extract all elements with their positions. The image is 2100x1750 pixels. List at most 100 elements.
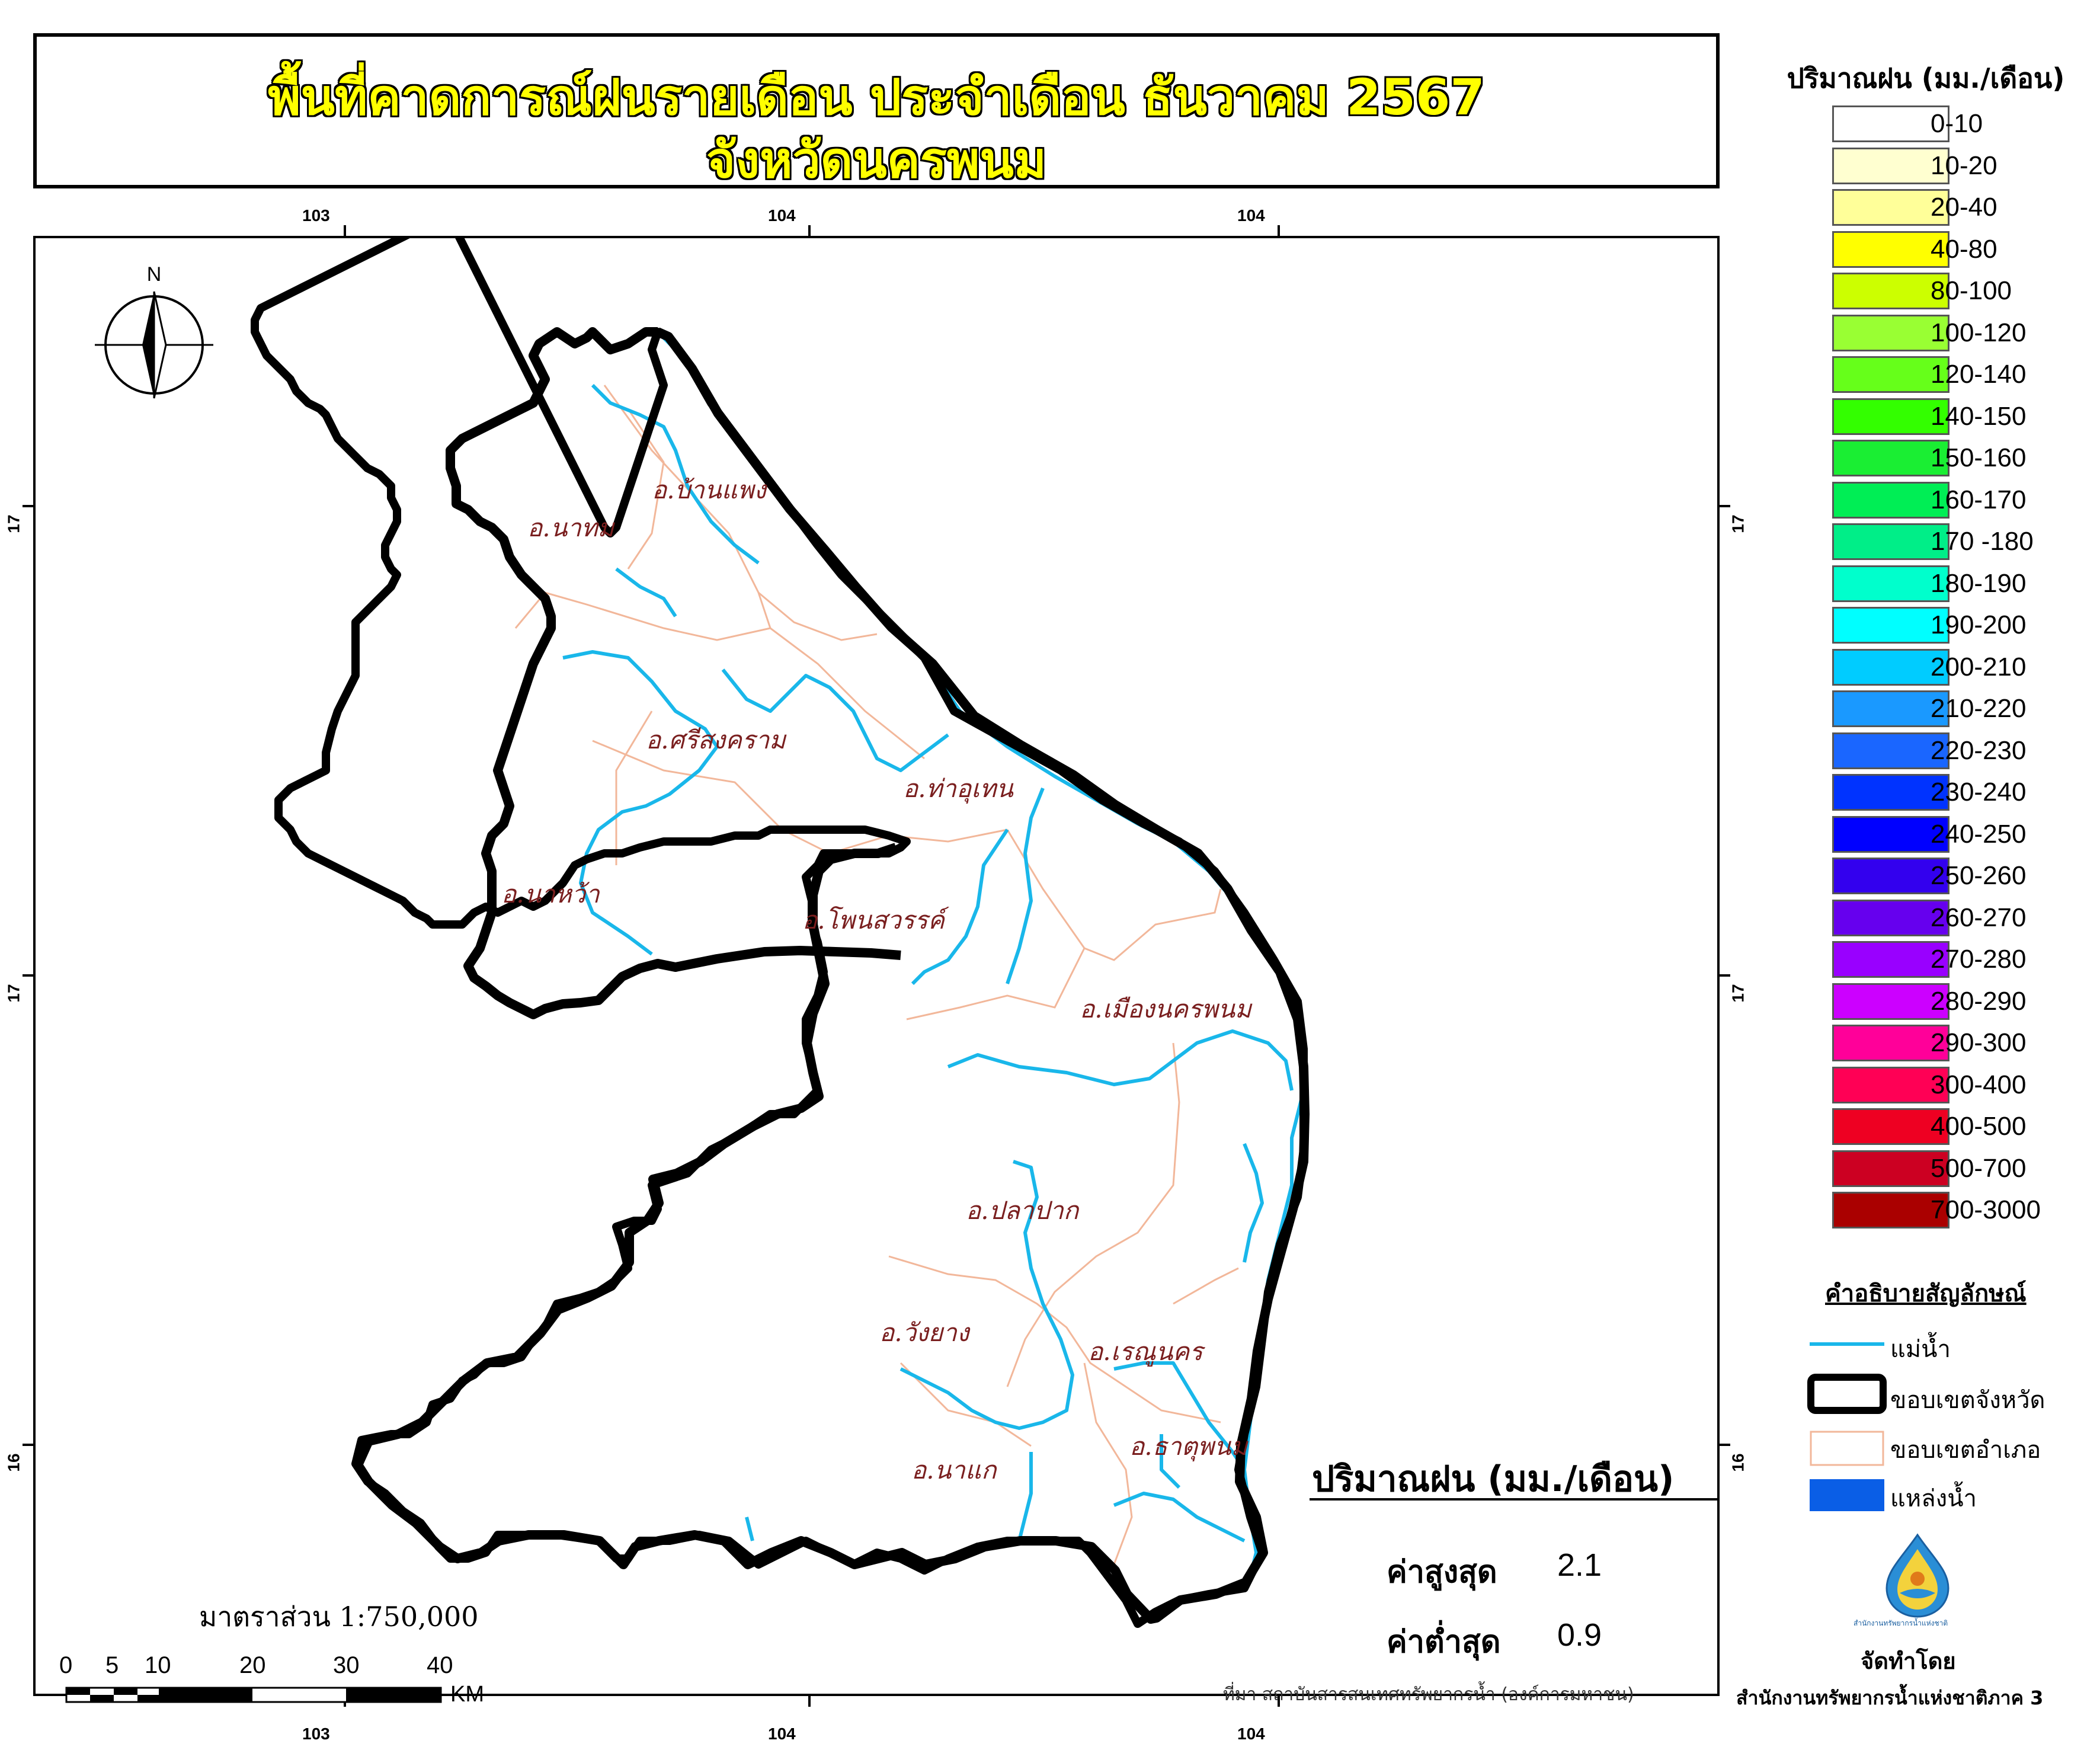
legend-swatch — [1832, 983, 1949, 1020]
legend-label: 290-300 — [1931, 1028, 2027, 1057]
grid-label-top-2: 104 — [768, 206, 796, 225]
province-title: จังหวัดนครพนม — [706, 131, 1047, 189]
symbol-swatches — [1807, 1342, 1887, 1511]
district-label-si-songkhram: อ.ศรีสงคราม — [646, 725, 786, 754]
scale-tick-40: 40 — [427, 1652, 453, 1678]
grid-label-bottom-1: 103 — [302, 1725, 330, 1743]
min-label: ค่าต่ำสุด — [1387, 1624, 1501, 1660]
legend-label: 40-80 — [1931, 234, 1997, 264]
legend-swatch — [1832, 1150, 1949, 1187]
district-label-na-kae: อ.นาแก — [911, 1455, 997, 1485]
legend-label: 400-500 — [1931, 1112, 2027, 1141]
legend-swatch — [1832, 565, 1949, 602]
legend-swatch — [1832, 105, 1949, 142]
max-label: ค่าสูงสุด — [1387, 1554, 1497, 1590]
map-title: พื้นที่คาดการณ์ฝนรายเดือน ประจำเดือน ธัน… — [268, 68, 1485, 126]
legend-label: 150-160 — [1931, 443, 2027, 472]
scale-tick-20: 20 — [239, 1652, 266, 1678]
legend-label: 170 -180 — [1931, 527, 2034, 556]
grid-label-bottom-3: 104 — [1237, 1725, 1265, 1743]
legend-label: 120-140 — [1931, 360, 2027, 389]
legend-swatch — [1832, 398, 1949, 435]
legend-swatch — [1832, 481, 1949, 519]
logo-caption: สำนักงานทรัพยากรน้ำแห่งชาติ — [1853, 1619, 1948, 1627]
district-label-ban-phaeng: อ.บ้านแพง — [652, 475, 766, 504]
svg-text:N: N — [147, 263, 162, 286]
legend-swatch — [1832, 1066, 1949, 1103]
scale-tick-0: 0 — [59, 1652, 73, 1678]
grid-label-top-3: 104 — [1237, 206, 1265, 225]
legend-label: 280-290 — [1931, 986, 2027, 1016]
district-label-na-thom: อ.นาทม — [527, 513, 614, 542]
stats-underline — [1310, 1498, 1720, 1501]
water-body-label: แหล่งน้ำ — [1890, 1485, 1977, 1512]
legend-swatch — [1832, 440, 1949, 476]
symbol-legend-title: คำอธิบายสัญลักษณ์ — [1825, 1280, 2027, 1307]
legend-label: 210-220 — [1931, 694, 2027, 723]
legend-swatch — [1832, 356, 1949, 393]
legend-label: 160-170 — [1931, 485, 2027, 514]
province-outline — [353, 327, 1310, 1624]
legend-swatch — [1832, 941, 1949, 978]
district-label-na-wa: อ.นาหว้า — [501, 879, 600, 908]
legend-label: 300-400 — [1931, 1070, 2027, 1099]
district-label-phon-sawan: อ.โพนสวรรค์ — [802, 906, 945, 935]
district-boundary-label: ขอบเขตอำเภอ — [1890, 1437, 2041, 1464]
source-text: ที่มา สถาบันสารสนเทศทรัพยากรน้ำ (องค์การ… — [1223, 1684, 1634, 1705]
legend-label: 230-240 — [1931, 778, 2027, 807]
district-boundary-symbol — [1810, 1431, 1884, 1466]
legend-swatch — [1832, 1108, 1949, 1145]
grid-label-top-1: 103 — [302, 206, 330, 225]
scale-tick-5: 5 — [105, 1652, 119, 1678]
legend-swatch — [1832, 147, 1949, 184]
district-label-renu-nakhon: อ.เรณูนคร — [1088, 1337, 1203, 1366]
district-label-wang-yang: อ.วังยาง — [879, 1318, 969, 1347]
legend-label: 200-210 — [1931, 652, 2027, 682]
legend-swatch — [1832, 1192, 1949, 1228]
legend-title: ปริมาณฝน (มม./เดือน) — [1787, 62, 2065, 94]
district-label-mueang: อ.เมืองนครพนม — [1080, 994, 1251, 1023]
north-arrow: N — [95, 263, 213, 399]
credit-organization: สำนักงานทรัพยากรน้ำแห่งชาติภาค 3 — [1736, 1687, 2044, 1709]
legend-label: 250-260 — [1931, 861, 2027, 890]
legend-label: 10-20 — [1931, 151, 1997, 180]
legend-label: 100-120 — [1931, 318, 2027, 347]
province-outline-northwest-arm — [446, 327, 901, 1019]
province-boundary-symbol — [1807, 1374, 1887, 1414]
legend-swatch — [1832, 523, 1949, 560]
min-value: 0.9 — [1557, 1617, 1602, 1653]
map-frame: N — [33, 236, 1720, 1696]
legend-label: 180-190 — [1931, 568, 2027, 598]
credit-title: จัดทำโดย — [1861, 1648, 1956, 1674]
legend-swatch — [1832, 231, 1949, 268]
stats-title: ปริมาณฝน (มม./เดือน) — [1312, 1458, 1675, 1500]
max-value: 2.1 — [1557, 1547, 1602, 1583]
legend-swatch — [1832, 189, 1949, 226]
legend-label: 500-700 — [1931, 1153, 2027, 1183]
legend-swatch — [1832, 815, 1949, 853]
legend-swatch — [1832, 607, 1949, 644]
legend-swatch — [1832, 774, 1949, 811]
river-label: แม่น้ำ — [1890, 1336, 1951, 1363]
legend-label: 270-280 — [1931, 945, 2027, 974]
legend-swatch — [1832, 648, 1949, 686]
scale-text: มาตราส่วน 1:750,000 — [199, 1601, 479, 1633]
legend-swatch — [1832, 273, 1949, 309]
district-label-pla-pak: อ.ปลาปาก — [966, 1196, 1079, 1225]
district-label-tha-uthen: อ.ท่าอุเทน — [903, 774, 1013, 803]
scale-unit: KM — [450, 1682, 484, 1707]
legend-label: 220-230 — [1931, 735, 2027, 765]
scale-bar — [65, 1687, 442, 1703]
scale-tick-10: 10 — [145, 1652, 171, 1678]
legend-label: 240-250 — [1931, 819, 2027, 849]
legend-swatch — [1832, 899, 1949, 936]
water-body-symbol — [1810, 1479, 1884, 1511]
legend-swatch — [1832, 314, 1949, 351]
legend-swatch — [1832, 690, 1949, 727]
legend-label: 20-40 — [1931, 193, 1997, 222]
legend-label: 700-3000 — [1931, 1195, 2041, 1224]
title-box: พื้นที่คาดการณ์ฝนรายเดือน ประจำเดือน ธัน… — [33, 33, 1720, 189]
legend-label: 140-150 — [1931, 401, 2027, 431]
